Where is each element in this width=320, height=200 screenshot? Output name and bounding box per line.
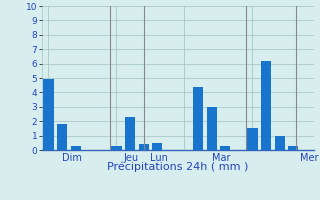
Bar	[288, 146, 298, 150]
Text: Dim: Dim	[62, 153, 82, 163]
Bar	[275, 136, 285, 150]
Text: Mer: Mer	[300, 153, 318, 163]
Bar	[139, 144, 149, 150]
X-axis label: Précipitations 24h ( mm ): Précipitations 24h ( mm )	[107, 161, 248, 172]
Text: Lun: Lun	[150, 153, 168, 163]
Bar	[152, 143, 162, 150]
Bar	[220, 146, 230, 150]
Bar	[70, 146, 81, 150]
Bar	[193, 87, 203, 150]
Bar	[111, 146, 122, 150]
Bar	[206, 107, 217, 150]
Bar	[125, 117, 135, 150]
Bar	[43, 79, 53, 150]
Text: Jeu: Jeu	[123, 153, 138, 163]
Bar	[247, 128, 258, 150]
Text: Mar: Mar	[212, 153, 230, 163]
Bar	[57, 124, 67, 150]
Bar	[261, 61, 271, 150]
